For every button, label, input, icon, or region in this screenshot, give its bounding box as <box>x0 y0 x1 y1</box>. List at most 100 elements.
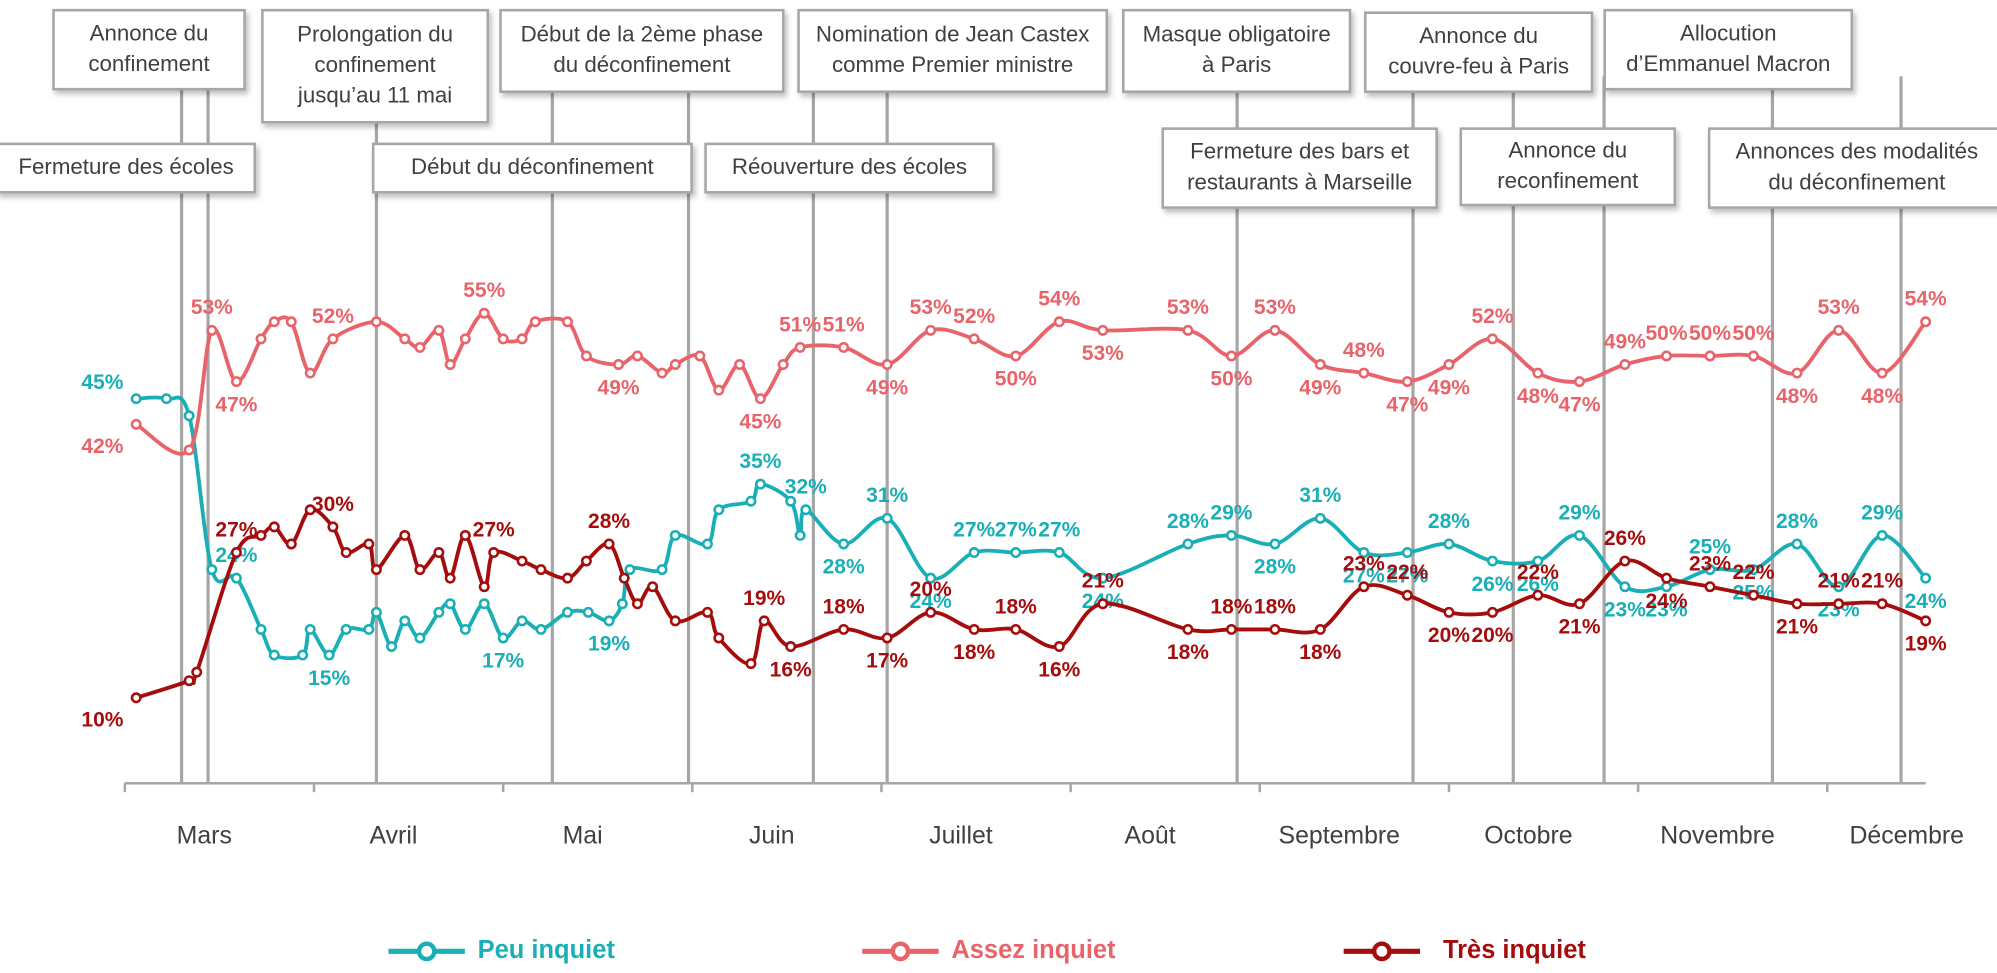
data-point <box>1532 589 1544 601</box>
data-label: 27% <box>473 518 515 541</box>
data-point <box>516 555 528 567</box>
data-label: 22% <box>1732 561 1774 584</box>
data-label: 28% <box>823 556 865 579</box>
data-point <box>1010 547 1022 558</box>
data-label: 53% <box>910 296 952 319</box>
data-point <box>925 572 937 584</box>
data-point <box>399 529 411 541</box>
data-point <box>754 478 766 490</box>
data-label: 21% <box>1818 570 1860 593</box>
x-axis: Mars Avril Mai Juin Juillet Août Septembre Octo… <box>123 781 1964 849</box>
data-point <box>1486 333 1498 345</box>
data-label: 28% <box>1254 556 1296 579</box>
data-label: 48% <box>1517 385 1559 408</box>
data-label: 17% <box>482 650 524 673</box>
data-point <box>433 324 445 336</box>
event-box <box>371 142 693 194</box>
event-label: Prolongation du <box>297 22 453 47</box>
data-point <box>1748 564 1759 576</box>
data-point <box>881 632 893 644</box>
data-point <box>1661 350 1672 362</box>
data-label: 27% <box>215 518 257 541</box>
data-point <box>838 341 850 353</box>
data-point <box>1314 359 1326 370</box>
data-point <box>785 495 797 507</box>
data-label: 19% <box>1905 633 1947 656</box>
data-point <box>130 418 142 430</box>
data-point <box>516 615 528 627</box>
data-label: 26% <box>1604 527 1646 550</box>
data-point <box>745 658 757 670</box>
event-label: confinement <box>88 51 210 76</box>
x-tick-label: Novembre <box>1660 822 1775 849</box>
data-point <box>433 606 445 618</box>
data-point <box>340 623 352 635</box>
data-label: 54% <box>1038 288 1080 311</box>
data-point <box>1182 623 1194 635</box>
data-point <box>881 512 893 524</box>
data-point <box>1704 350 1716 362</box>
data-point <box>1920 572 1932 584</box>
data-point <box>580 555 592 567</box>
data-point <box>386 641 398 652</box>
data-point <box>1574 598 1585 610</box>
data-point <box>230 376 242 388</box>
data-point <box>624 564 636 576</box>
data-label: 35% <box>739 450 781 473</box>
data-point <box>130 692 142 704</box>
data-point <box>285 538 297 550</box>
event-label: Fermeture des écoles <box>18 154 233 179</box>
data-label: 48% <box>1776 385 1818 408</box>
data-label: 23% <box>1689 553 1731 576</box>
data-point <box>370 564 382 576</box>
data-label: 47% <box>1386 393 1428 416</box>
x-tick-label: Mars <box>177 822 232 849</box>
data-label: 16% <box>770 658 812 681</box>
data-point <box>1401 376 1413 388</box>
data-point <box>1443 538 1455 550</box>
data-point <box>444 572 456 584</box>
data-point <box>631 350 643 362</box>
event-box <box>499 8 785 93</box>
event-label: à Paris <box>1202 52 1271 77</box>
data-label: 20% <box>910 578 952 601</box>
data-point <box>1401 547 1413 558</box>
x-tick-label: Mai <box>563 822 603 849</box>
data-label: 29% <box>1861 501 1903 524</box>
data-point <box>561 606 573 618</box>
data-point <box>1704 564 1716 576</box>
data-label: 30% <box>312 493 354 516</box>
data-point <box>497 333 509 345</box>
x-tick-label: Juillet <box>929 822 993 849</box>
data-point <box>838 623 850 635</box>
data-label: 17% <box>866 650 908 673</box>
data-point <box>206 564 218 576</box>
data-point <box>459 529 471 541</box>
data-point <box>1182 324 1194 336</box>
data-point <box>754 393 766 405</box>
data-point <box>1314 512 1326 524</box>
event-box <box>1707 127 1997 209</box>
data-point <box>1010 623 1022 635</box>
data-label: 49% <box>866 376 908 399</box>
data-point <box>535 623 547 635</box>
event-label: Début de la 2ème phase <box>521 22 764 47</box>
data-label: 19% <box>588 633 630 656</box>
data-label: 23% <box>1343 553 1385 576</box>
data-point <box>459 623 471 635</box>
data-point <box>1097 598 1109 610</box>
data-label: 45% <box>81 371 123 394</box>
data-point <box>183 675 195 687</box>
data-label: 54% <box>1905 288 1947 311</box>
data-point <box>582 606 594 618</box>
legend-marker <box>890 941 911 962</box>
data-point <box>327 521 339 533</box>
event-box <box>52 8 246 91</box>
event-label: du déconfinement <box>553 52 731 77</box>
data-point <box>160 393 172 405</box>
data-point <box>701 606 713 618</box>
data-point <box>414 564 426 576</box>
legend-marker <box>416 941 437 962</box>
data-point <box>613 359 625 370</box>
data-point <box>777 359 789 370</box>
